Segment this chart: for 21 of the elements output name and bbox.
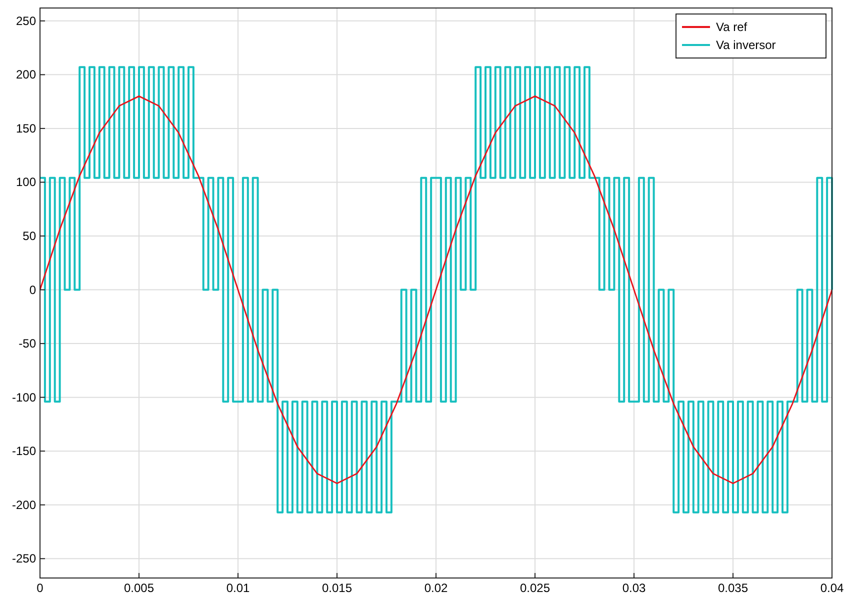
y-tick-label: 250 [16,14,36,28]
y-tick-label: -150 [12,444,36,458]
y-tick-label: -50 [18,336,36,351]
y-tick-label: -100 [12,390,36,404]
y-tick-label: 0 [29,282,36,297]
x-tick-label: 0.02 [424,581,448,595]
y-tick-label: 200 [16,68,36,82]
x-tick-label: 0.04 [820,581,844,595]
legend-label: Va inversor [716,38,776,52]
y-tick-label: -200 [12,498,36,512]
x-tick-label: 0.015 [322,581,352,595]
y-tick-label: 50 [22,229,36,243]
x-tick-label: 0.03 [622,581,646,595]
y-tick-label: -250 [12,552,36,566]
y-tick-label: 150 [16,121,36,136]
x-tick-label: 0.035 [718,581,748,595]
legend-label: Va ref [716,20,748,34]
x-tick-label: 0.025 [520,581,550,595]
y-tick-label: 100 [16,175,36,190]
x-tick-label: 0.01 [226,581,250,595]
x-tick-label: 0.005 [124,581,154,595]
